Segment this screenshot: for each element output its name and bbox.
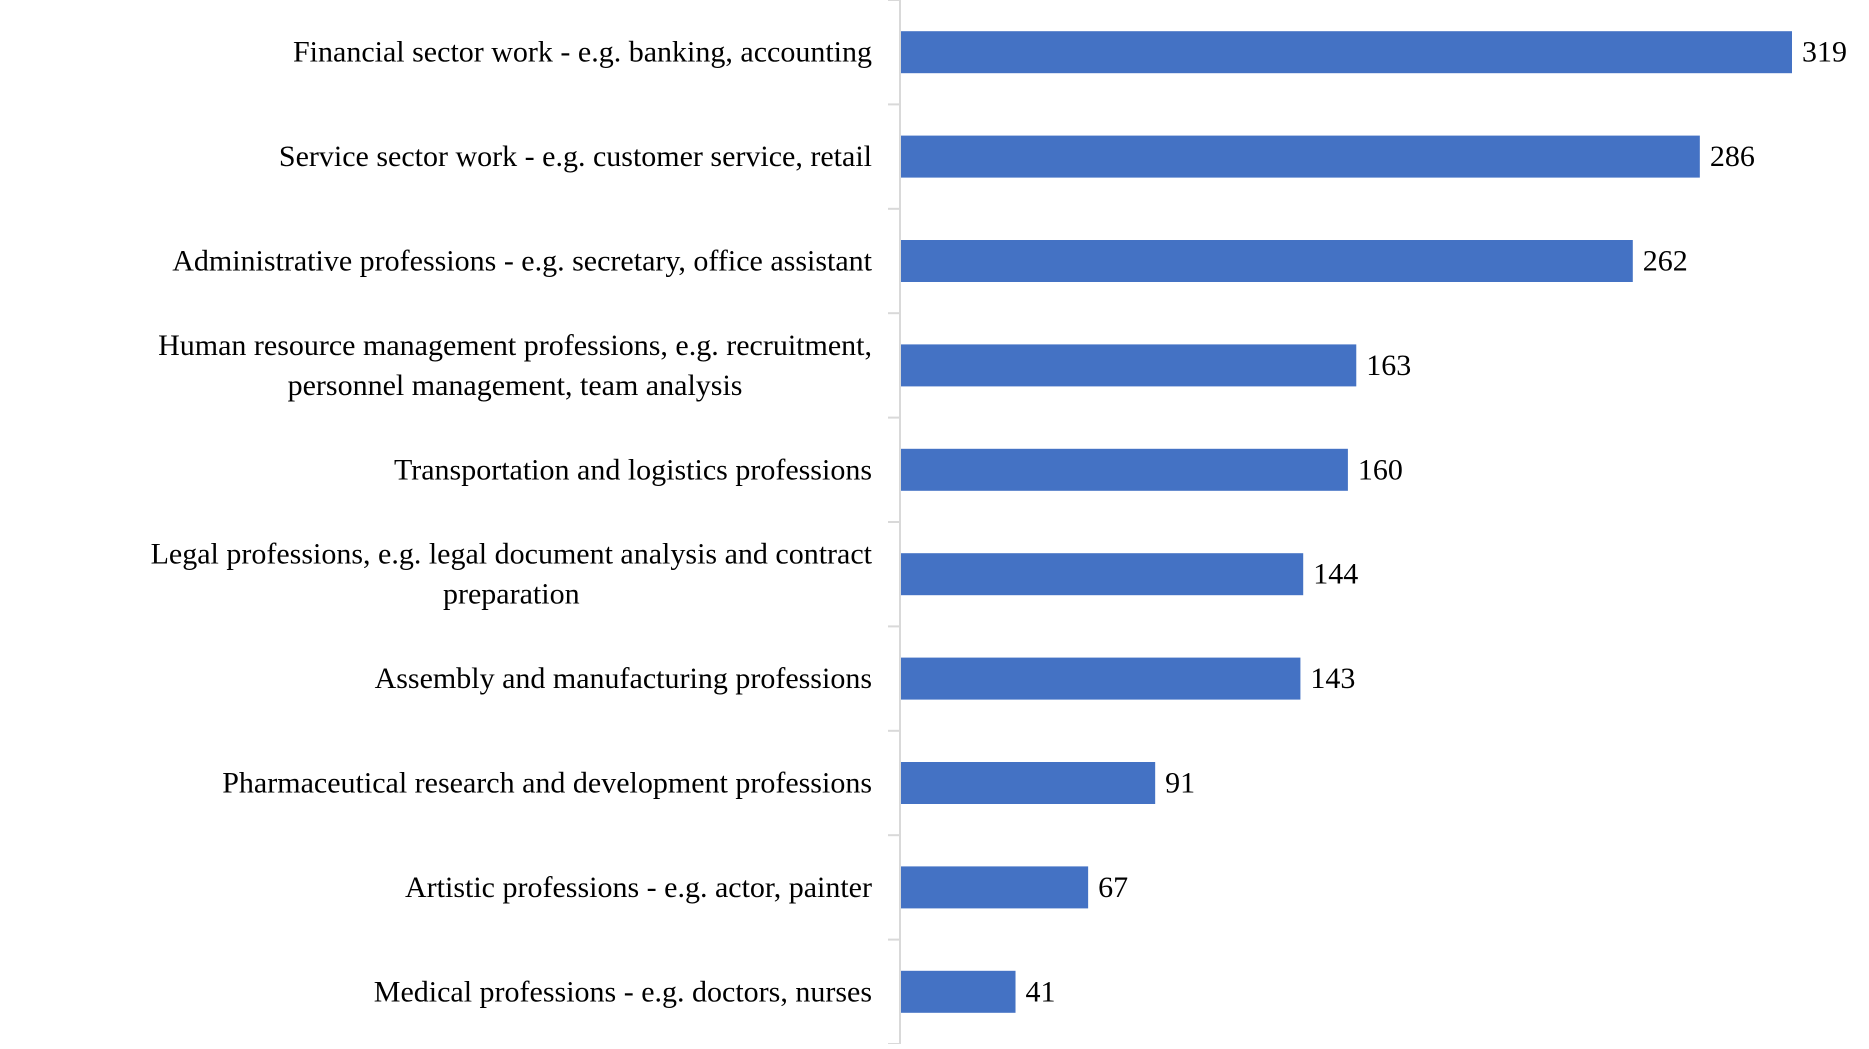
data-label: 41 <box>1026 975 1056 1008</box>
category-label: Transportation and logistics professions <box>394 453 872 486</box>
category-axis <box>888 0 901 1045</box>
category-label: Administrative professions - e.g. secret… <box>172 245 872 278</box>
data-label: 160 <box>1358 453 1403 486</box>
bar <box>901 240 1633 282</box>
category-label: Artistic professions - e.g. actor, paint… <box>405 871 872 904</box>
bar <box>901 762 1156 804</box>
bar <box>901 970 1016 1013</box>
bar <box>901 31 1792 74</box>
bar <box>901 344 1357 387</box>
category-label: Medical professions - e.g. doctors, nurs… <box>374 975 872 1008</box>
bar <box>901 866 1089 909</box>
category-label: Service sector work - e.g. customer serv… <box>279 140 872 173</box>
data-label: 91 <box>1165 767 1195 800</box>
category-label-line: preparation <box>443 578 580 611</box>
bar-series <box>901 31 1792 1013</box>
category-label: Financial sector work - e.g. banking, ac… <box>293 36 872 69</box>
bar <box>901 553 1304 596</box>
data-label: 144 <box>1313 558 1358 591</box>
bar <box>901 657 1301 700</box>
category-label: Legal professions, e.g. legal document a… <box>151 538 873 611</box>
bar <box>901 135 1700 178</box>
data-label: 262 <box>1643 245 1688 278</box>
category-label-line: personnel management, team analysis <box>288 369 743 402</box>
data-label: 163 <box>1366 349 1411 382</box>
category-label: Human resource management professions, e… <box>158 329 872 402</box>
category-label-line: Legal professions, e.g. legal document a… <box>151 538 873 571</box>
data-label: 319 <box>1802 36 1847 69</box>
category-labels: Financial sector work - e.g. banking, ac… <box>151 36 873 1009</box>
bar <box>901 448 1348 491</box>
category-label: Assembly and manufacturing professions <box>375 662 872 695</box>
data-label: 67 <box>1098 871 1128 904</box>
data-label: 143 <box>1310 662 1355 695</box>
category-label-line: Human resource management professions, e… <box>158 329 872 362</box>
category-label: Pharmaceutical research and development … <box>222 767 872 800</box>
data-label: 286 <box>1710 140 1755 173</box>
data-labels: 319 286 262 163 160 144 143 91 67 41 <box>1026 36 1847 1009</box>
